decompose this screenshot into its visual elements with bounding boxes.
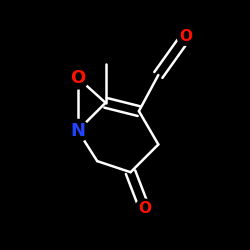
Text: O: O — [70, 69, 86, 87]
Text: O: O — [180, 28, 192, 44]
Circle shape — [67, 120, 89, 142]
Circle shape — [67, 67, 89, 89]
Circle shape — [177, 27, 195, 45]
Circle shape — [135, 199, 154, 218]
Text: O: O — [138, 201, 151, 216]
Text: N: N — [70, 122, 85, 140]
